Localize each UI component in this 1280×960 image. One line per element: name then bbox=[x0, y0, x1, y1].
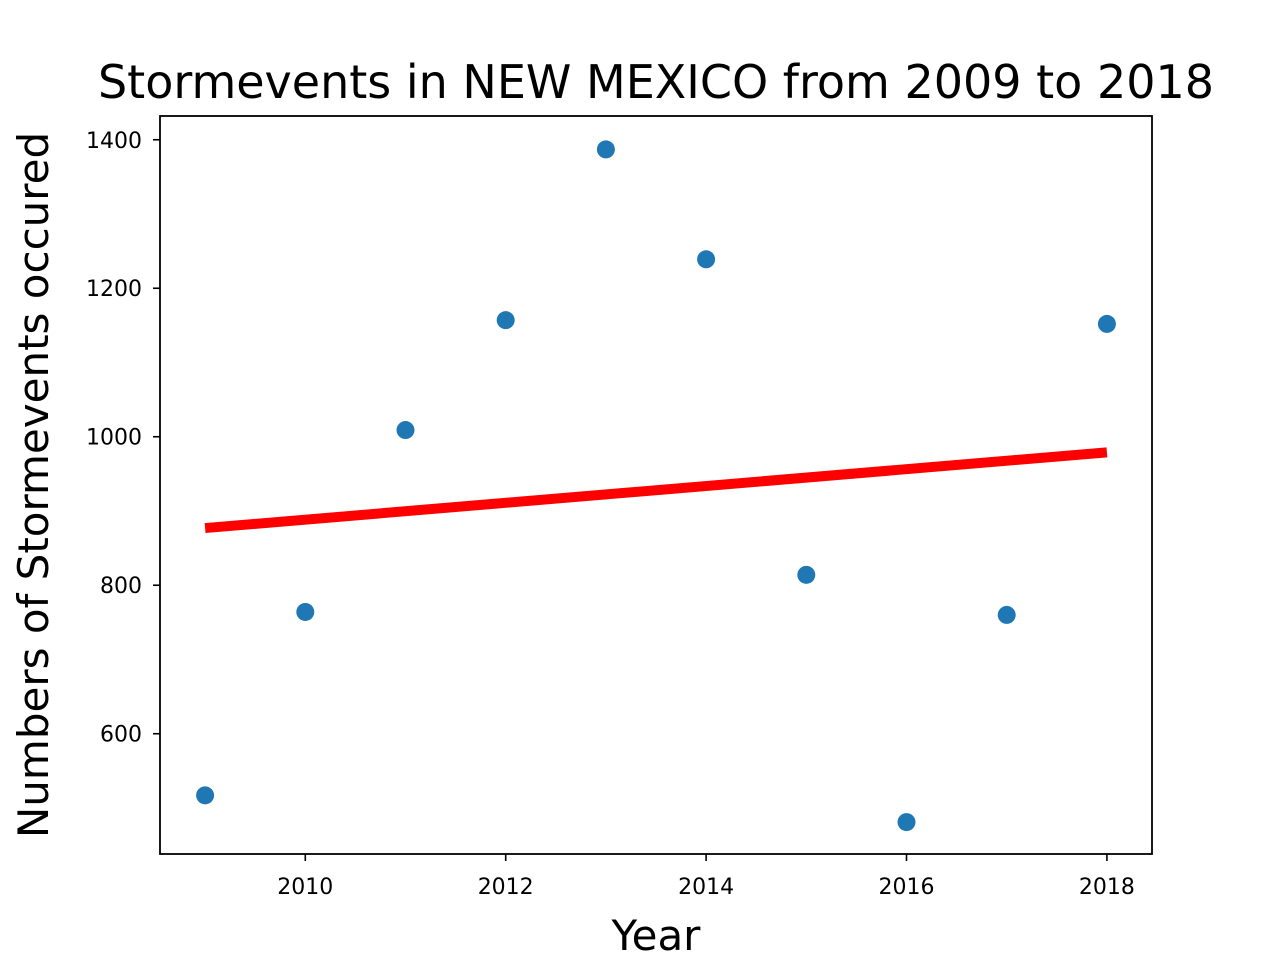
data-point bbox=[496, 311, 515, 330]
y-tick-label: 1200 bbox=[86, 277, 142, 302]
data-point bbox=[797, 565, 816, 584]
trend-line bbox=[204, 447, 1108, 534]
data-point bbox=[897, 813, 916, 832]
data-point bbox=[196, 786, 215, 805]
x-tick-label: 2012 bbox=[478, 875, 534, 900]
data-point bbox=[697, 250, 716, 269]
data-point bbox=[1097, 314, 1116, 333]
data-point bbox=[296, 602, 315, 621]
plot-border bbox=[159, 115, 1153, 855]
x-tick-label: 2016 bbox=[879, 875, 935, 900]
data-point bbox=[997, 605, 1016, 624]
chart-marks bbox=[196, 140, 1116, 832]
x-axis: 2010 2012 2014 2016 2018 bbox=[277, 854, 1135, 900]
x-axis-label: Year bbox=[611, 911, 702, 960]
y-tick-label: 1000 bbox=[86, 426, 142, 451]
x-tick-label: 2018 bbox=[1079, 875, 1135, 900]
data-point bbox=[396, 421, 415, 440]
y-axis-label: Numbers of Stormevents occured bbox=[9, 132, 58, 838]
data-point bbox=[596, 140, 615, 159]
plot-frame bbox=[160, 116, 1152, 854]
y-tick-label: 1400 bbox=[86, 129, 142, 154]
y-axis: 600 800 1000 1200 1400 bbox=[86, 129, 160, 748]
y-tick-label: 600 bbox=[100, 723, 142, 748]
y-tick-label: 800 bbox=[100, 574, 142, 599]
x-tick-label: 2010 bbox=[277, 875, 333, 900]
plot-area bbox=[159, 115, 1153, 855]
chart-title: Stormevents in NEW MEXICO from 2009 to 2… bbox=[98, 55, 1214, 109]
x-tick-label: 2014 bbox=[678, 875, 734, 900]
